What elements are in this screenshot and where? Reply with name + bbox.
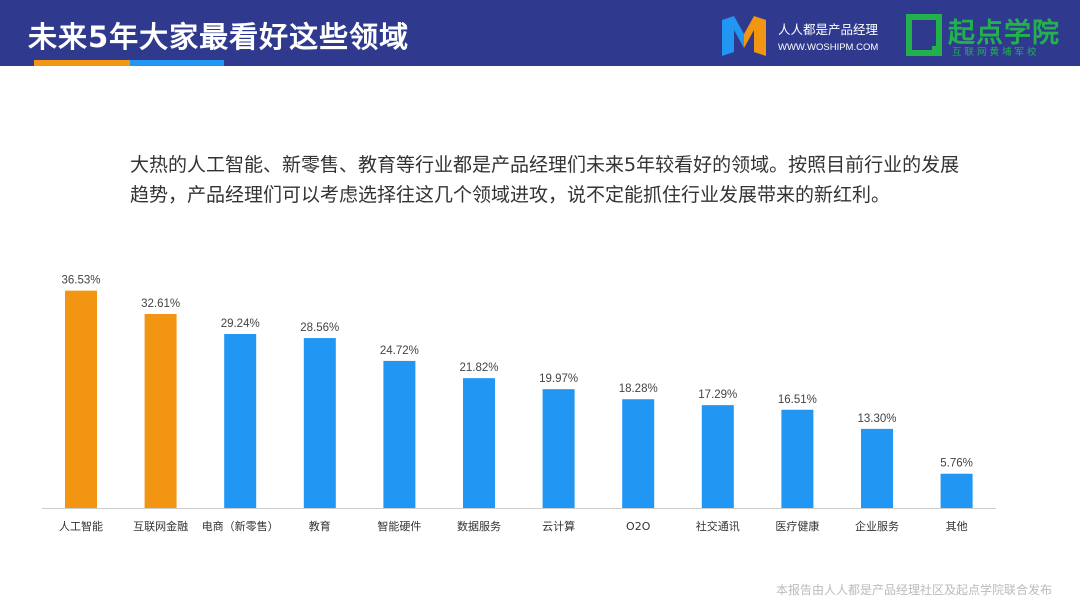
bar-7 [622, 399, 655, 508]
bar-11 [940, 473, 973, 508]
data-label-5: 21.82% [459, 362, 498, 374]
category-label-3: 教育 [309, 519, 331, 533]
category-label-11: 其他 [946, 520, 968, 533]
category-label-9: 医疗健康 [775, 519, 819, 533]
footer-note: 本报告由人人都是产品经理社区及起点学院联合发布 [775, 583, 1052, 597]
category-label-8: 社交通讯 [696, 519, 740, 533]
woshipm-m-icon [722, 16, 766, 56]
qidian-q-icon [906, 14, 942, 56]
category-label-6: 云计算 [542, 519, 575, 533]
qidian-logo: 起点学院 互联网黄埔军校 [906, 12, 1076, 60]
bar-5 [463, 378, 495, 508]
bar-3 [303, 338, 336, 508]
header-bar: 未来5年大家最看好这些领域 人人都是产品经理 WWW.WOSHIPM.COM 起… [0, 0, 1080, 66]
data-label-4: 24.72% [380, 345, 419, 357]
title-accent-orange [34, 60, 130, 66]
data-label-9: 16.51% [778, 394, 817, 406]
data-label-3: 28.56% [300, 322, 339, 334]
data-label-8: 17.29% [698, 389, 737, 401]
category-label-2: 电商（新零售） [202, 519, 279, 533]
bar-6 [542, 389, 575, 508]
data-label-6: 19.97% [539, 373, 578, 385]
woshipm-url: WWW.WOSHIPM.COM [778, 42, 879, 53]
bar-4 [383, 360, 416, 508]
category-label-7: O2O [626, 520, 651, 533]
data-label-2: 29.24% [221, 318, 260, 330]
bar-9 [781, 409, 814, 508]
page-title: 未来5年大家最看好这些领域 [28, 20, 410, 54]
bar-1 [144, 313, 177, 508]
qidian-name: 起点学院 [948, 18, 1060, 49]
category-label-0: 人工智能 [59, 519, 103, 533]
category-label-5: 数据服务 [457, 519, 501, 533]
data-label-10: 13.30% [857, 413, 896, 425]
bar-10 [861, 428, 893, 508]
bar-8 [701, 405, 734, 508]
woshipm-logo: 人人都是产品经理 WWW.WOSHIPM.COM [720, 14, 900, 58]
category-label-4: 智能硬件 [377, 519, 421, 533]
bar-chart: 36.53% 人工智能 32.61% 互联网金融 29.24% 电商（新零售） 28.56%… [42, 275, 996, 533]
data-label-0: 36.53% [61, 275, 100, 287]
qidian-slogan: 互联网黄埔军校 [952, 47, 1040, 58]
data-label-11: 5.76% [940, 458, 973, 470]
bar-0 [65, 290, 97, 508]
category-label-1: 互联网金融 [133, 519, 188, 533]
description-text: 大热的人工智能、新零售、教育等行业都是产品经理们未来5年较看好的领域。按照目前行… [130, 154, 960, 206]
woshipm-name: 人人都是产品经理 [778, 22, 879, 37]
data-label-1: 32.61% [141, 298, 180, 310]
category-label-10: 企业服务 [855, 519, 899, 533]
data-label-7: 18.28% [619, 383, 658, 395]
bar-2 [224, 334, 257, 508]
title-accent-blue [130, 60, 224, 66]
